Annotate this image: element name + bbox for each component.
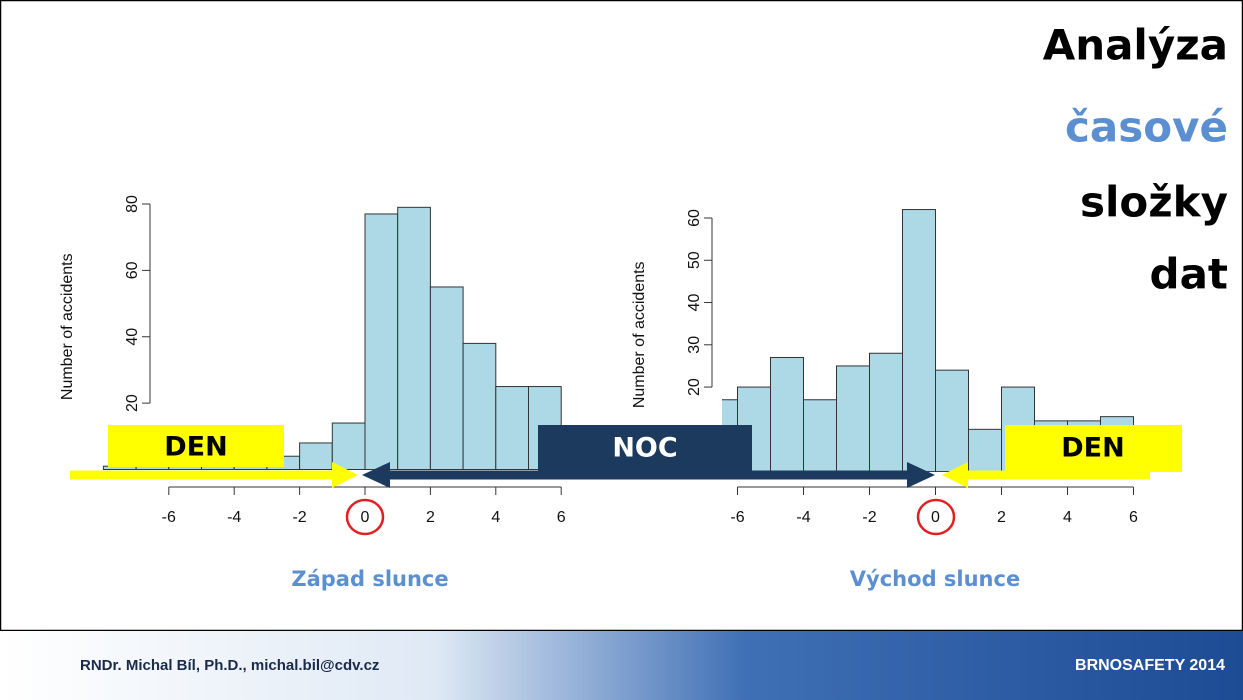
- footer-author: RNDr. Michal Bíl, Ph.D., michal.bil@cdv.…: [80, 657, 379, 674]
- x-tick-label: 2: [426, 509, 435, 526]
- bar: [331, 422, 366, 470]
- highlight-circle: [345, 498, 385, 536]
- arrow-head: [907, 462, 935, 488]
- bar: [364, 213, 399, 470]
- bar: [299, 442, 333, 470]
- x-tick-label: -2: [292, 509, 306, 526]
- y-axis-label: Number of accidents: [59, 253, 76, 400]
- x-tick-label: -4: [227, 509, 241, 526]
- x-tick-label: -2: [862, 509, 876, 526]
- title-line: dat: [1150, 250, 1228, 299]
- bar: [397, 206, 431, 470]
- x-tick-label: 0: [361, 509, 370, 526]
- arrow-head: [362, 462, 390, 488]
- y-tick-label: 40: [124, 328, 141, 346]
- y-tick-label: 80: [124, 195, 141, 213]
- bar: [462, 342, 497, 470]
- chart-caption: Východ slunce: [850, 567, 1020, 591]
- bar: [935, 369, 969, 472]
- chart-caption: Západ slunce: [291, 567, 448, 591]
- bar: [902, 209, 936, 472]
- footer-band: [0, 631, 1243, 700]
- y-axis-label: Number of accidents: [631, 261, 648, 408]
- y-tick-label: 60: [686, 209, 703, 227]
- day-label: DEN: [1061, 433, 1124, 464]
- y-tick-label: 60: [124, 261, 141, 279]
- arrow-head: [332, 462, 358, 488]
- bar: [968, 428, 1002, 472]
- y-tick-label: 30: [686, 336, 703, 354]
- y-tick-label: 20: [686, 378, 703, 396]
- bar: [495, 386, 529, 470]
- x-tick-label: -4: [796, 509, 810, 526]
- bar: [770, 356, 804, 472]
- bar: [836, 365, 870, 472]
- y-tick-label: 20: [124, 394, 141, 412]
- y-tick-label: 50: [686, 251, 703, 269]
- bar: [803, 399, 837, 472]
- x-tick-label: 0: [931, 509, 940, 526]
- title-line: složky: [1080, 178, 1228, 227]
- footer-event: BRNOSAFETY 2014: [1075, 657, 1225, 674]
- title-line: časové: [1065, 103, 1228, 152]
- bar: [429, 286, 464, 470]
- x-tick-label: 4: [491, 509, 500, 526]
- bar: [869, 352, 903, 472]
- title-line: Analýza: [1043, 21, 1228, 70]
- day-label: DEN: [164, 432, 227, 463]
- highlight-circle: [916, 498, 956, 536]
- arrow-head: [942, 462, 968, 488]
- overlay: DEN NOC DEN: [70, 425, 1182, 536]
- x-tick-label: 6: [1129, 509, 1138, 526]
- x-tick-label: -6: [162, 509, 176, 526]
- x-tick-label: 6: [557, 509, 566, 526]
- night-box: [538, 425, 752, 472]
- day-box: [108, 425, 284, 467]
- night-label: NOC: [612, 433, 677, 464]
- x-tick-label: 2: [997, 509, 1006, 526]
- x-tick-label: 4: [1063, 509, 1072, 526]
- y-tick-label: 40: [686, 294, 703, 312]
- day-box: [1005, 425, 1182, 472]
- x-tick-label: -6: [730, 509, 744, 526]
